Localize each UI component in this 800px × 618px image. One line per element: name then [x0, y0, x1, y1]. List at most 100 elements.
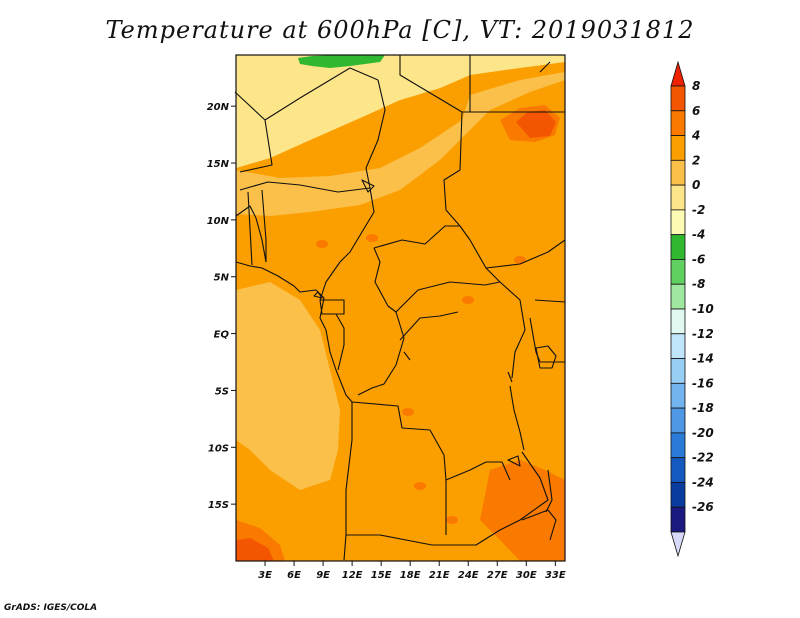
colorbar-label: -20: [692, 426, 714, 440]
colorbar-swatch: [670, 506, 686, 533]
colorbar-swatch: [670, 457, 686, 483]
colorbar-swatch: [670, 358, 686, 384]
coast-west-north: [235, 205, 267, 263]
field-southeast-warm: [480, 460, 565, 561]
colorbar-label: 0: [692, 178, 700, 192]
colorbar-label: -22: [692, 451, 714, 465]
colorbar-bottom-arrow: [670, 531, 686, 558]
coast-west: [235, 261, 353, 561]
chart-title: Temperature at 600hPa [C], VT: 201903181…: [105, 16, 695, 44]
lat-tick-label: 20N: [207, 102, 230, 113]
field-atlantic-light: [236, 282, 340, 490]
colorbar-label: -24: [692, 475, 714, 489]
lon-tick-label: 3E: [258, 570, 272, 581]
coast-nile-delta: [539, 61, 551, 73]
border-chad-sudan: [443, 111, 471, 241]
colorbar-swatch: [670, 110, 686, 136]
lon-tick-label: 12E: [342, 570, 363, 581]
colorbar-swatch: [670, 135, 686, 161]
latitude-axis: 20N 15N 10N 5N EQ 5S 10S 15S: [207, 102, 236, 511]
border-chad-car: [373, 225, 460, 249]
border-congo-drc: [357, 311, 405, 396]
map-frame: [235, 54, 566, 562]
colorbar-label: 6: [692, 104, 700, 118]
colorbar-swatch: [670, 283, 686, 310]
lake-victoria-edge: [535, 345, 557, 369]
colorbar-label: 2: [692, 153, 700, 167]
coast-east: [521, 509, 557, 541]
border-cameroon-car: [373, 247, 397, 313]
colorbar-swatch: [670, 333, 686, 359]
border-niger-nigeria: [239, 181, 371, 193]
colorbar-label: 4: [691, 129, 700, 143]
lat-tick-label: 5N: [214, 273, 230, 284]
colorbar-label: -4: [692, 228, 705, 242]
colorbar-label: -14: [692, 352, 714, 366]
lon-tick-label: 24E: [458, 570, 479, 581]
lon-tick-label: 18E: [400, 570, 421, 581]
lon-tick-label: 15E: [371, 570, 392, 581]
field-band-light: [236, 72, 565, 216]
lake-kivu: [507, 371, 513, 383]
border-togo: [247, 191, 253, 266]
colorbar-label: -10: [692, 302, 714, 316]
field-warm-spot: [414, 482, 426, 490]
colorbar-label: -6: [692, 252, 705, 266]
field-warm-spot: [316, 240, 328, 248]
border-angola-namibia: [346, 534, 433, 546]
lon-tick-label: 33E: [545, 570, 566, 581]
border-gabon-congo: [335, 313, 345, 371]
colorbar-label: -2: [692, 203, 705, 217]
colorbar-label: -26: [692, 500, 714, 514]
longitude-axis: 3E 6E 9E 12E 15E 18E 21E 24E 27E 30E 33E: [258, 561, 566, 581]
lon-tick-label: 27E: [487, 570, 508, 581]
colorbar-label: -16: [692, 376, 714, 390]
border-car-drc: [395, 281, 501, 313]
congo-river: [399, 311, 459, 341]
lake-chad: [361, 179, 375, 193]
border-nigeria-cameroon: [319, 187, 375, 301]
colorbar-swatch: [670, 382, 686, 409]
colorbar-label: -8: [692, 277, 705, 291]
colorbar-swatch: [670, 159, 686, 186]
lake-tanganyika: [509, 385, 525, 451]
border-niger-chad-north: [365, 79, 386, 189]
lat-tick-label: 10N: [207, 216, 230, 227]
field-green-patch: [298, 55, 385, 68]
border-drc-uganda: [499, 281, 526, 379]
border-sudan-southsudan: [485, 239, 566, 269]
lat-tick-label: 15S: [208, 500, 229, 511]
lon-tick-label: 30E: [516, 570, 537, 581]
lat-tick-label: 15N: [207, 159, 230, 170]
colorbar-swatch: [670, 407, 686, 434]
field-warm-spot: [366, 234, 378, 242]
border-tanzania: [521, 451, 549, 501]
field-warm-spot: [446, 516, 458, 524]
colorbar-swatch: [670, 432, 686, 459]
border-mali-niger: [239, 119, 273, 173]
congo-river-south: [403, 351, 411, 361]
lon-tick-label: 21E: [429, 570, 450, 581]
colorbar-label: 8: [692, 79, 700, 93]
border-benin: [261, 189, 267, 262]
bioko-island: [313, 291, 323, 299]
lake-mweru: [507, 455, 521, 467]
equatorial-guinea: [319, 299, 345, 315]
border-libya-chad: [399, 55, 463, 113]
colorbar-top-arrow: [670, 60, 686, 87]
colorbar-swatch: [670, 482, 686, 508]
colorbar-label: -18: [692, 401, 714, 415]
lat-tick-label: 5S: [215, 386, 229, 397]
lake-malawi: [545, 469, 553, 513]
color-scale-bar: 8 6 4 2 0 -2 -4 -6 -8 -10 -12 -14 -16 -18 -20 -22 -24 -26: [670, 60, 714, 558]
border-zambia-south: [432, 499, 549, 546]
field-southwest-hot: [236, 538, 274, 561]
lat-tick-label: 10S: [208, 443, 229, 454]
credit-label: GrADS: IGES/COLA: [4, 603, 98, 613]
border-drc-angola: [351, 401, 447, 481]
colorbar-label: -12: [692, 327, 714, 341]
border-tanzania-kenya: [534, 299, 566, 303]
field-warm-spot: [462, 296, 474, 304]
border-drc-zambia: [445, 461, 511, 481]
lon-tick-label: 9E: [316, 570, 330, 581]
